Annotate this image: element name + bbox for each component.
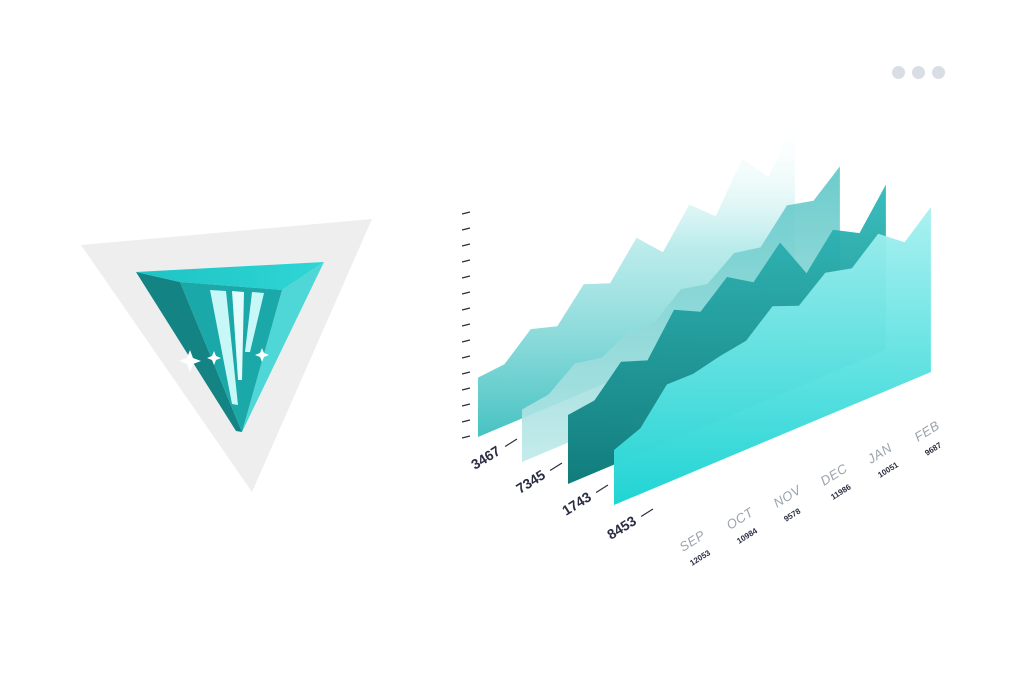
logo-face-left (136, 272, 242, 432)
y-axis-tick (461, 339, 471, 343)
month-value: 10984 (735, 526, 759, 546)
series-label: 1743 (559, 488, 594, 518)
series-label-dash (549, 462, 563, 471)
month-value: 11986 (829, 482, 853, 501)
y-axis-tick (461, 419, 471, 423)
y-axis-tick (461, 387, 471, 391)
series-label-dash (504, 438, 518, 447)
month-value: 12053 (688, 548, 712, 568)
y-axis-tick (461, 355, 471, 359)
month-value: 9578 (782, 506, 802, 523)
y-axis-tick (461, 211, 471, 215)
logo-stripe (210, 290, 238, 405)
logo-stripe (232, 291, 244, 380)
sparkle-icon (255, 348, 269, 362)
month-value: 10051 (876, 460, 900, 480)
area-layers (478, 118, 932, 505)
y-axis-tick (461, 403, 471, 407)
series-area-3467 (478, 118, 795, 437)
series-label: 7345 (513, 466, 548, 496)
logo-face-top (136, 262, 324, 290)
y-axis-tick (461, 227, 471, 231)
logo-stripe (245, 292, 264, 352)
logo-face-right (242, 262, 324, 432)
y-axis-tick (461, 435, 471, 439)
y-axis-tick (461, 291, 471, 295)
sparkle-icon (207, 351, 221, 365)
y-axis-tick (461, 371, 471, 375)
y-axis-ticks (461, 211, 471, 439)
month-value: 9687 (923, 440, 943, 457)
series-label: 3467 (468, 442, 503, 472)
series-area-8453 (614, 207, 931, 505)
y-axis-tick (461, 259, 471, 263)
series-area-1743 (568, 184, 886, 484)
menu-dot-icon[interactable] (932, 66, 945, 79)
y-axis-tick (461, 243, 471, 247)
y-axis-tick (461, 323, 471, 327)
y-axis-tick (461, 307, 471, 311)
series-label: 8453 (604, 512, 639, 542)
sparkle-icon (179, 350, 201, 372)
y-axis-tick (461, 275, 471, 279)
menu-dot-icon[interactable] (892, 66, 905, 79)
series-label-dash (640, 508, 654, 517)
series-label-dash (595, 484, 609, 493)
month-label: NOV (771, 482, 805, 511)
menu-dot-icon[interactable] (912, 66, 925, 79)
